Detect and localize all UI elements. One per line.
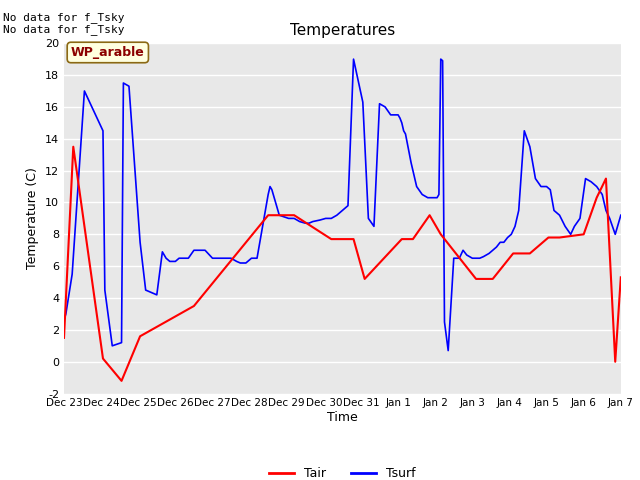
Tair <box>611 359 619 365</box>
Text: WP_arable: WP_arable <box>71 46 145 59</box>
Y-axis label: Temperature (C): Temperature (C) <box>26 168 40 269</box>
Tair <box>291 212 298 218</box>
Tair <box>264 212 272 218</box>
Tair <box>526 251 534 256</box>
Tair <box>426 212 433 218</box>
Tair <box>136 334 144 339</box>
Tair <box>580 231 588 237</box>
Tair <box>593 195 600 201</box>
Tair <box>69 144 77 150</box>
Tair <box>349 236 357 242</box>
Tsurf <box>444 348 452 353</box>
Tsurf <box>60 317 68 323</box>
Line: Tsurf: Tsurf <box>64 59 621 350</box>
Tair <box>190 303 198 309</box>
Tair <box>118 378 125 384</box>
Text: No data for f_Tsky: No data for f_Tsky <box>3 24 125 35</box>
Legend: Tair, Tsurf: Tair, Tsurf <box>264 462 420 480</box>
Tair <box>472 276 480 282</box>
Text: No data for f_Tsky: No data for f_Tsky <box>3 12 125 23</box>
Tair <box>398 236 406 242</box>
Line: Tair: Tair <box>64 147 621 381</box>
Tair <box>99 356 107 361</box>
Tair <box>617 275 625 280</box>
Title: Temperatures: Temperatures <box>290 23 395 38</box>
Tsurf <box>617 212 625 218</box>
Tsurf <box>227 255 235 261</box>
Tsurf <box>359 99 367 105</box>
Tsurf <box>349 56 357 62</box>
Tair <box>409 236 417 242</box>
Tair <box>545 235 552 240</box>
Tsurf <box>301 220 309 226</box>
Tair <box>602 176 610 181</box>
Tsurf <box>419 192 426 197</box>
X-axis label: Time: Time <box>327 411 358 424</box>
Tair <box>437 231 445 237</box>
Tair <box>328 236 335 242</box>
Tair <box>509 251 517 256</box>
Tair <box>60 335 68 341</box>
Tsurf <box>606 216 614 221</box>
Tair <box>489 276 497 282</box>
Tsurf <box>212 255 220 261</box>
Tair <box>556 235 563 240</box>
Tair <box>361 276 369 282</box>
